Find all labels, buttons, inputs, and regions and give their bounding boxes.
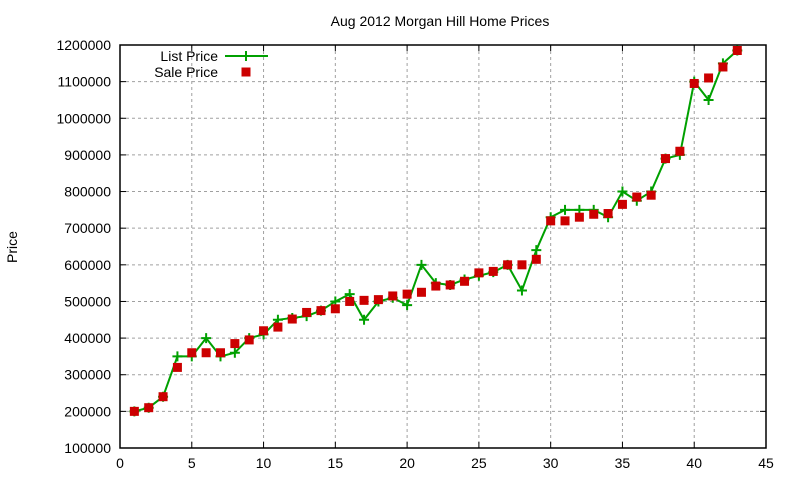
- list-price-point: [560, 204, 571, 215]
- sale-price-point: [359, 295, 369, 305]
- x-tick-label: 20: [399, 455, 415, 471]
- sale-price-point: [589, 209, 599, 219]
- y-tick-label: 700000: [64, 220, 111, 236]
- x-tick-label: 5: [188, 455, 196, 471]
- sale-price-point: [316, 306, 326, 316]
- list-price-point: [229, 347, 240, 358]
- legend-label-list-price: List Price: [160, 48, 218, 64]
- list-price-point: [201, 333, 212, 344]
- list-price-point: [416, 259, 427, 270]
- sale-price-point: [718, 62, 728, 72]
- sale-price-point: [158, 392, 168, 402]
- y-tick-label: 1200000: [56, 37, 111, 53]
- plot-frame: [119, 44, 767, 449]
- sale-price-point: [187, 348, 197, 358]
- sale-price-point: [460, 276, 470, 286]
- sale-price-point: [445, 280, 455, 290]
- x-tick-label: 0: [116, 455, 124, 471]
- sale-price-point: [172, 362, 182, 372]
- sale-price-point: [704, 73, 714, 83]
- x-tick-label: 40: [686, 455, 702, 471]
- legend-marker-sale-price: [241, 67, 251, 77]
- y-tick-label: 500000: [64, 293, 111, 309]
- sale-price-point: [373, 295, 383, 305]
- sale-price-point: [732, 45, 742, 55]
- sale-price-point: [201, 348, 211, 358]
- x-tick-label: 15: [328, 455, 344, 471]
- y-axis-label: Price: [4, 231, 20, 263]
- y-tick-label: 900000: [64, 147, 111, 163]
- sale-price-point: [560, 216, 570, 226]
- sale-price-point: [259, 326, 269, 336]
- sale-price-point: [546, 216, 556, 226]
- sale-price-point: [287, 314, 297, 324]
- list-price-point: [516, 285, 527, 296]
- sale-price-point: [661, 154, 671, 164]
- list-price-point: [402, 300, 413, 311]
- sale-price-point: [215, 348, 225, 358]
- sale-price-point: [244, 335, 254, 345]
- x-tick-label: 25: [471, 455, 487, 471]
- y-tick-label: 200000: [64, 403, 111, 419]
- sale-price-point: [330, 304, 340, 314]
- y-tick-label: 300000: [64, 367, 111, 383]
- legend-marker-list-price: [241, 51, 251, 61]
- sale-price-point: [431, 281, 441, 291]
- list-price-point: [359, 314, 370, 325]
- y-tick-label: 1000000: [56, 110, 111, 126]
- sale-price-point: [646, 190, 656, 200]
- sale-price-point: [273, 322, 283, 332]
- sale-price-point: [474, 268, 484, 278]
- sale-price-point: [345, 296, 355, 306]
- sale-price-point: [388, 291, 398, 301]
- sale-price-point: [503, 260, 513, 270]
- list-price-point: [531, 245, 542, 256]
- sale-price-point: [689, 78, 699, 88]
- sale-price-point: [632, 192, 642, 202]
- list-price-point: [172, 351, 183, 362]
- sale-price-point: [416, 287, 426, 297]
- list-price-point: [617, 186, 628, 197]
- sale-price-point: [230, 339, 240, 349]
- sale-price-point: [617, 199, 627, 209]
- sale-price-point: [302, 307, 312, 317]
- sale-price-point: [402, 289, 412, 299]
- sale-price-point: [603, 209, 613, 219]
- sale-price-point: [144, 403, 154, 413]
- list-price-point: [703, 94, 714, 105]
- chart-title: Aug 2012 Morgan Hill Home Prices: [331, 13, 550, 29]
- y-tick-label: 1100000: [58, 74, 112, 90]
- x-tick-label: 35: [615, 455, 631, 471]
- x-tick-label: 30: [543, 455, 559, 471]
- y-tick-label: 800000: [64, 184, 111, 200]
- sale-price-point: [574, 212, 584, 222]
- sale-price-point: [517, 260, 527, 270]
- y-tick-label: 400000: [64, 330, 111, 346]
- sale-price-point: [531, 254, 541, 264]
- x-tick-label: 45: [758, 455, 774, 471]
- legend-label-sale-price: Sale Price: [154, 64, 218, 80]
- sale-price-point: [129, 406, 139, 416]
- y-tick-label: 100000: [64, 440, 111, 456]
- x-tick-label: 10: [256, 455, 272, 471]
- sale-price-point: [488, 266, 498, 276]
- sale-price-point: [675, 146, 685, 156]
- y-tick-label: 600000: [64, 257, 111, 273]
